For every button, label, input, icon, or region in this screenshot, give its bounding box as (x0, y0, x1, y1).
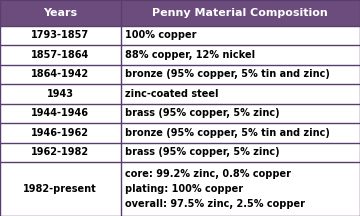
Text: 1944-1946: 1944-1946 (31, 108, 89, 118)
Bar (121, 143, 360, 162)
Text: 100% copper: 100% copper (125, 30, 197, 40)
Text: zinc-coated steel: zinc-coated steel (125, 89, 219, 99)
Bar (121, 25, 360, 45)
Bar (0, 84, 121, 103)
Bar (0, 143, 121, 162)
Text: 1962-1982: 1962-1982 (31, 147, 89, 157)
Bar (0, 25, 121, 45)
Text: 1946-1962: 1946-1962 (31, 128, 89, 138)
Bar (121, 45, 360, 65)
Bar (0, 162, 121, 216)
Bar (0, 103, 121, 123)
Bar (121, 84, 360, 103)
Text: 1943: 1943 (47, 89, 74, 99)
Text: brass (95% copper, 5% zinc): brass (95% copper, 5% zinc) (125, 108, 280, 118)
Text: 1857-1864: 1857-1864 (31, 50, 89, 60)
Text: 1864-1942: 1864-1942 (31, 69, 89, 79)
Bar (0, 65, 121, 84)
Bar (0, 45, 121, 65)
Bar (121, 0, 360, 25)
Text: bronze (95% copper, 5% tin and zinc): bronze (95% copper, 5% tin and zinc) (125, 69, 330, 79)
Bar (0, 0, 121, 25)
Text: bronze (95% copper, 5% tin and zinc): bronze (95% copper, 5% tin and zinc) (125, 128, 330, 138)
Text: Years: Years (43, 8, 77, 18)
Bar (121, 162, 360, 216)
Text: 88% copper, 12% nickel: 88% copper, 12% nickel (125, 50, 255, 60)
Text: core: 99.2% zinc, 0.8% copper
plating: 100% copper
overall: 97.5% zinc, 2.5% cop: core: 99.2% zinc, 0.8% copper plating: 1… (125, 169, 305, 209)
Bar (121, 103, 360, 123)
Bar (0, 123, 121, 143)
Bar (121, 65, 360, 84)
Text: 1793-1857: 1793-1857 (31, 30, 89, 40)
Bar (121, 123, 360, 143)
Text: brass (95% copper, 5% zinc): brass (95% copper, 5% zinc) (125, 147, 280, 157)
Text: 1982-present: 1982-present (23, 184, 97, 194)
Text: Penny Material Composition: Penny Material Composition (152, 8, 328, 18)
